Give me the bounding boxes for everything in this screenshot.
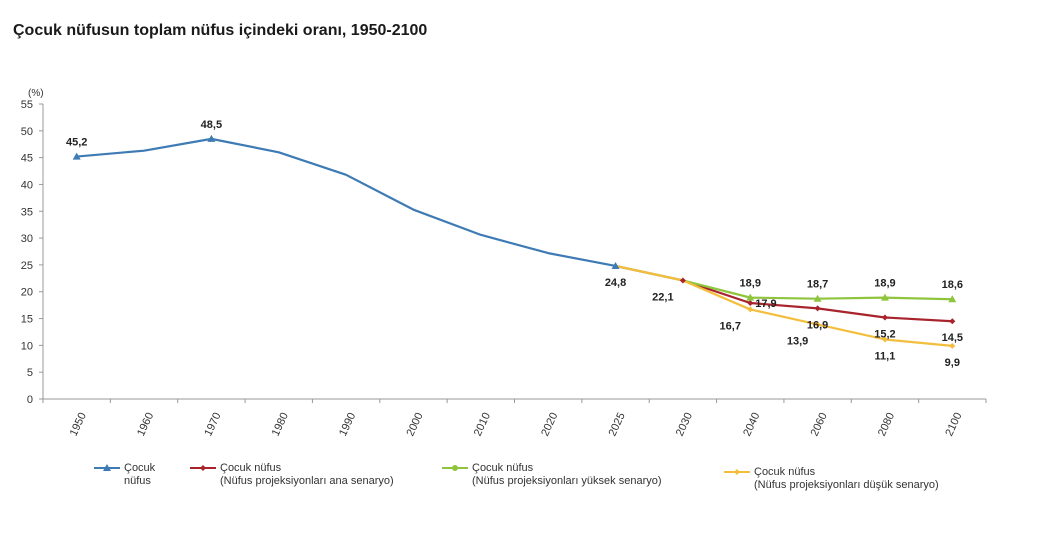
x-tick-label: 1960	[135, 411, 156, 438]
data-point-marker	[746, 293, 755, 301]
data-point-marker	[814, 321, 821, 328]
data-label: 13,9	[787, 335, 808, 347]
data-label: 16,9	[807, 319, 828, 331]
data-point-marker	[949, 342, 956, 349]
legend-item-dusuk-senaryo: Çocuk nüfus (Nüfus projeksiyonları düşük…	[722, 466, 939, 492]
y-tick-label: 20	[21, 287, 33, 299]
data-label: 9,9	[945, 357, 960, 369]
data-labels: 45,2 48,5 24,8 22,1 17,9 16,9 15,2 14,5 18,9 18,7…	[66, 119, 963, 369]
data-point-marker	[679, 277, 686, 284]
data-label: 15,2	[874, 328, 895, 340]
data-point-marker	[747, 299, 754, 306]
legend: Çocuk nüfus Çocuk nüfus (Nüfus projeksiy…	[0, 462, 1053, 502]
data-point-marker	[813, 294, 822, 302]
legend-label: Çocuk nüfus (Nüfus projeksiyonları düşük…	[754, 466, 939, 491]
y-tick-label: 30	[21, 233, 33, 245]
series-markers	[72, 134, 957, 349]
chart-title: Çocuk nüfusun toplam nüfus içindeki oran…	[13, 22, 428, 39]
x-tick-label: 2025	[607, 411, 628, 438]
y-tick-label: 55	[21, 99, 33, 111]
y-tick-label: 45	[21, 153, 33, 165]
x-tick-label: 1990	[337, 411, 358, 438]
x-tick-label: 2020	[539, 411, 560, 438]
x-tick-label: 1950	[68, 411, 89, 438]
y-tick-label: 15	[21, 314, 33, 326]
legend-label: Çocuk nüfus (Nüfus projeksiyonları ana s…	[220, 462, 394, 487]
data-label: 45,2	[66, 137, 87, 149]
data-label: 18,7	[807, 279, 828, 291]
y-tick-label: 0	[27, 394, 33, 406]
data-label: 48,5	[201, 119, 222, 131]
legend-swatch-yellow	[724, 469, 750, 475]
series-lines	[76, 137, 953, 347]
y-tick-label: 10	[21, 340, 33, 352]
data-point-marker	[948, 295, 957, 303]
x-tick-label: 2000	[404, 411, 425, 438]
data-point-marker	[881, 336, 888, 343]
legend-item-yuksek-senaryo: Çocuk nüfus (Nüfus projeksiyonları yükse…	[440, 462, 662, 488]
data-point-marker	[611, 261, 620, 269]
data-point-marker	[881, 314, 888, 321]
data-label: 18,9	[740, 278, 761, 290]
data-label: 22,1	[652, 291, 673, 303]
legend-item-ana-senaryo: Çocuk nüfus (Nüfus projeksiyonları ana s…	[188, 462, 394, 488]
y-tick-label: 40	[21, 179, 33, 191]
legend-label: Çocuk nüfus	[124, 462, 156, 487]
legend-label: Çocuk nüfus (Nüfus projeksiyonları yükse…	[472, 462, 662, 487]
x-tick-label: 2100	[943, 411, 964, 438]
data-point-marker	[949, 318, 956, 325]
x-tick-label: 1970	[202, 411, 223, 438]
data-label: 14,5	[942, 332, 963, 344]
y-tick-labels: 0 5 10 15 20 25 30 35 40 45 50 55	[21, 99, 33, 406]
data-point-marker	[814, 305, 821, 312]
axes	[39, 103, 987, 403]
legend-swatch-blue	[94, 464, 120, 471]
series-line-3	[615, 264, 953, 347]
data-point-marker	[72, 152, 81, 160]
y-axis-unit-label: (%)	[28, 88, 44, 99]
legend-swatch-green	[442, 465, 468, 471]
series-line-0	[76, 137, 616, 268]
legend-swatch-red	[190, 465, 216, 471]
data-point-marker	[747, 306, 754, 313]
x-tick-label: 2010	[472, 411, 493, 438]
y-tick-label: 50	[21, 126, 33, 138]
data-label: 11,1	[875, 350, 896, 362]
x-tick-labels: 1950 1960 1970 1980 1990 2000 2010 2020 2025 2030…	[68, 411, 965, 438]
data-label: 16,7	[720, 320, 741, 332]
data-label: 24,8	[605, 277, 626, 289]
data-point-marker	[880, 293, 889, 301]
x-tick-label: 2040	[741, 411, 762, 438]
data-point-marker	[207, 134, 216, 142]
x-tick-label: 1980	[270, 411, 291, 438]
y-tick-label: 35	[21, 206, 33, 218]
y-tick-label: 5	[27, 367, 33, 379]
y-tick-label: 25	[21, 260, 33, 272]
data-label: 17,9	[755, 298, 776, 310]
x-tick-label: 2060	[809, 411, 830, 438]
data-label: 18,6	[942, 279, 963, 291]
x-tick-label: 2080	[876, 411, 897, 438]
x-tick-label: 2030	[674, 411, 695, 438]
legend-item-cocuk-nufus: Çocuk nüfus	[92, 462, 155, 488]
data-label: 18,9	[874, 278, 895, 290]
